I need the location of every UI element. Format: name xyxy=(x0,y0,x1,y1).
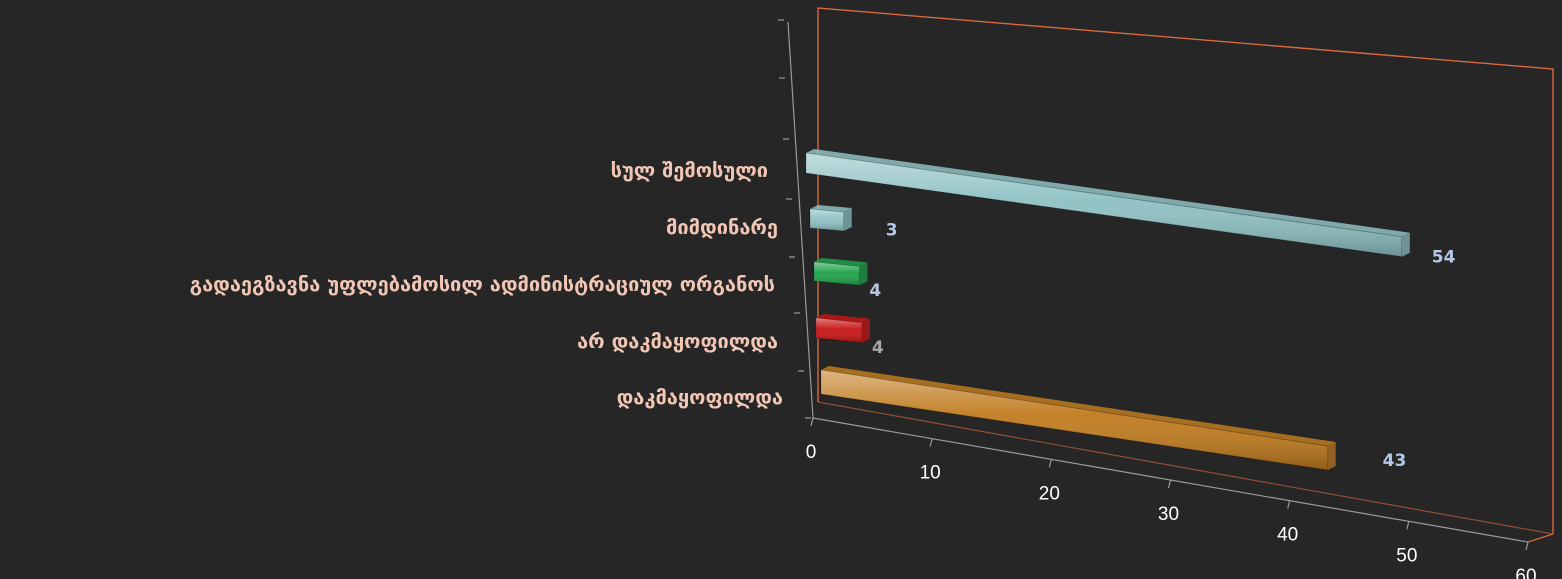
x-axis-tick xyxy=(1167,479,1172,489)
data-label: 4 xyxy=(869,281,881,301)
category-label: სულ შემოსული xyxy=(611,158,768,182)
category-label: მიმდინარე xyxy=(666,215,778,239)
x-axis-tick xyxy=(1287,500,1291,509)
data-label: 54 xyxy=(1432,248,1456,268)
bar-top-face xyxy=(821,366,1336,446)
y-axis-line xyxy=(787,21,814,419)
x-tick-label: 60 xyxy=(1515,566,1536,579)
bar-shine xyxy=(821,370,1328,470)
bars xyxy=(805,149,1410,471)
category-label: არ დაკმაყოფილდა xyxy=(577,329,778,353)
x-tick-label: 10 xyxy=(920,463,941,484)
bar-end-face xyxy=(843,207,852,231)
data-label: 3 xyxy=(886,220,898,240)
x-axis-tick xyxy=(1048,459,1052,468)
x-axis-tick xyxy=(1525,541,1529,551)
bar-end-face xyxy=(859,262,868,286)
category-label: დაკმაყოფილდა xyxy=(617,385,783,409)
bar-end-face xyxy=(1327,441,1336,470)
bar-shine xyxy=(810,209,844,231)
x-axis-tick xyxy=(929,438,933,447)
axes: 0 10 20 30 40 50 60 xyxy=(778,19,1537,579)
bar-end-face xyxy=(1401,232,1410,257)
bar-top-face xyxy=(816,314,870,323)
x-tick-label: 50 xyxy=(1396,545,1417,566)
bar-shine xyxy=(816,318,862,343)
bar-top-face xyxy=(806,149,1410,237)
bar-top-face xyxy=(814,258,868,267)
data-label: 4 xyxy=(872,338,884,358)
category-label: გადაეგზავნა უფლებამოსილ ადმინისტრაციულ ო… xyxy=(190,272,775,296)
floor-back-edge xyxy=(817,401,1554,535)
bar-shine xyxy=(814,262,860,286)
x-tick-label: 20 xyxy=(1039,483,1060,504)
bar-shine xyxy=(806,153,1402,257)
x-tick-label: 30 xyxy=(1158,504,1179,525)
data-label: 43 xyxy=(1383,451,1407,471)
x-tick-label: 0 xyxy=(806,442,817,463)
x-tick-label: 40 xyxy=(1277,525,1298,546)
labels: 54 3 4 4 43 სულ შემოსული მიმდინარე გადაეგზავნა … xyxy=(190,158,1456,471)
back-wall-frame xyxy=(817,7,1554,534)
bar-top-face xyxy=(810,205,852,212)
x-axis-tick xyxy=(1406,521,1410,530)
bar-end-face xyxy=(861,318,870,343)
floor-edge xyxy=(1527,533,1554,543)
x-axis-tick xyxy=(810,417,814,427)
